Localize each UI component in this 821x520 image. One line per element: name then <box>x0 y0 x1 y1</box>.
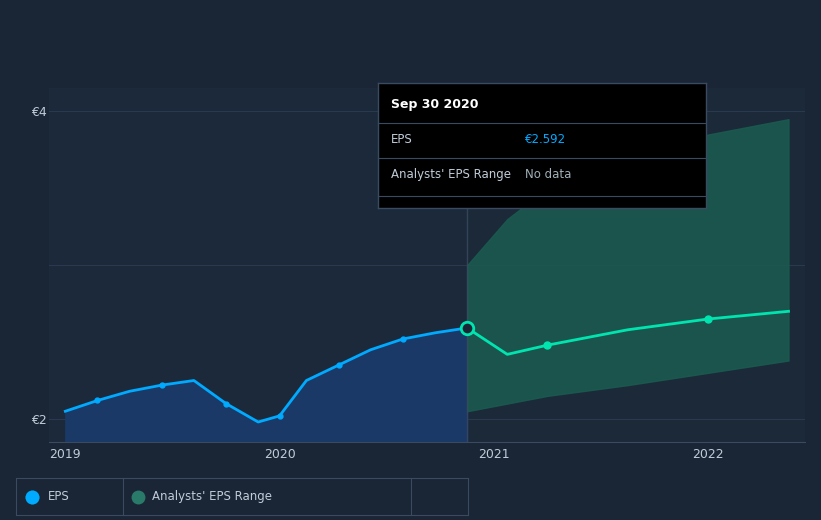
Bar <box>467 88 805 442</box>
Text: €2.592: €2.592 <box>525 133 566 146</box>
Text: EPS: EPS <box>48 490 70 503</box>
Text: Sep 30 2020: Sep 30 2020 <box>391 98 479 111</box>
Bar <box>49 88 467 442</box>
Text: Analysts Forecasts: Analysts Forecasts <box>477 96 587 109</box>
Text: No data: No data <box>525 168 571 181</box>
Text: Actual: Actual <box>415 96 457 109</box>
Text: EPS: EPS <box>391 133 412 146</box>
Text: Analysts' EPS Range: Analysts' EPS Range <box>152 490 272 503</box>
Text: Analysts' EPS Range: Analysts' EPS Range <box>391 168 511 181</box>
